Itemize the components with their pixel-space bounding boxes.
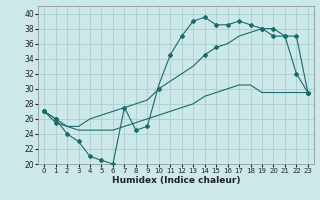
X-axis label: Humidex (Indice chaleur): Humidex (Indice chaleur) bbox=[112, 176, 240, 185]
